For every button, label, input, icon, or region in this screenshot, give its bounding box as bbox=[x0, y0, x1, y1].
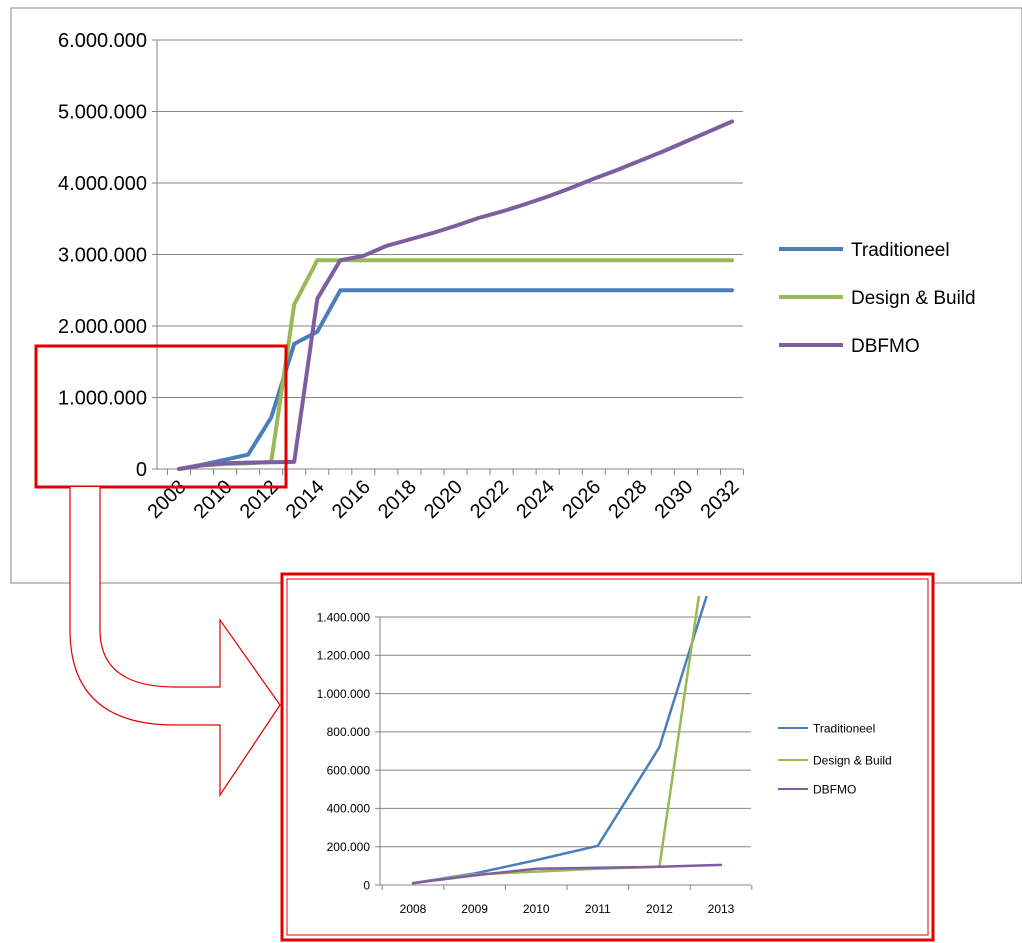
series-line-traditioneel bbox=[177, 288, 734, 471]
inset-chart-inner-frame bbox=[286, 578, 929, 936]
y-tick-label: 1.200.000 bbox=[317, 649, 371, 663]
series-line-dbfmo bbox=[177, 119, 734, 471]
y-tick-label: 400.000 bbox=[327, 802, 371, 816]
y-tick-label: 4.000.000 bbox=[58, 173, 147, 195]
y-tick-label: 5.000.000 bbox=[58, 102, 147, 124]
legend-label: Traditioneel bbox=[851, 240, 950, 261]
legend-label: DBFMO bbox=[851, 336, 920, 357]
x-tick-label: 2008 bbox=[400, 902, 427, 916]
main-chart-series bbox=[177, 119, 734, 471]
y-tick-label: 200.000 bbox=[327, 840, 371, 854]
main-chart-legend: Traditioneel Design & Build DBFMO bbox=[779, 240, 976, 357]
y-tick-label: 1.000.000 bbox=[317, 687, 371, 701]
inset-chart-series bbox=[411, 596, 723, 885]
y-tick-label: 2.000.000 bbox=[58, 316, 147, 338]
main-chart-grid bbox=[157, 39, 743, 398]
y-tick-label: 1.400.000 bbox=[317, 610, 371, 624]
y-tick-label: 0 bbox=[363, 878, 370, 892]
x-tick-label: 2013 bbox=[708, 902, 735, 916]
inset-chart-legend: Traditioneel Design & Build DBFMO bbox=[778, 721, 892, 796]
legend-label: Design & Build bbox=[851, 288, 976, 309]
legend-label: DBFMO bbox=[813, 782, 856, 796]
legend-label: Design & Build bbox=[813, 753, 892, 767]
y-tick-label: 0 bbox=[136, 459, 147, 481]
series-line-dbfmo bbox=[411, 863, 723, 885]
zoom-arrow bbox=[69, 487, 281, 797]
y-tick-label: 600.000 bbox=[327, 763, 371, 777]
y-tick-label: 800.000 bbox=[327, 725, 371, 739]
inset-chart-frame bbox=[280, 572, 935, 942]
inset-chart-x-axis: 2008 2009 2010 2011 2012 2013 bbox=[400, 902, 735, 916]
y-tick-label: 1.000.000 bbox=[58, 388, 147, 410]
y-tick-label: 3.000.000 bbox=[58, 245, 147, 267]
x-tick-label: 2012 bbox=[646, 902, 673, 916]
main-chart-axes bbox=[152, 39, 745, 475]
inset-chart-y-axis: 0 200.000 400.000 600.000 800.000 1.000.000 1.… bbox=[317, 610, 371, 892]
legend-label: Traditioneel bbox=[813, 721, 875, 735]
inset-chart-axes bbox=[375, 616, 753, 890]
zoom-region-highlight bbox=[34, 344, 288, 489]
main-chart-y-axis: 0 1.000.000 2.000.000 3.000.000 4.000.000 5.0… bbox=[58, 30, 147, 481]
x-tick-label: 2009 bbox=[461, 902, 488, 916]
x-tick-label: 2010 bbox=[523, 902, 550, 916]
x-tick-label: 2011 bbox=[585, 902, 611, 916]
y-tick-label: 6.000.000 bbox=[58, 30, 147, 52]
